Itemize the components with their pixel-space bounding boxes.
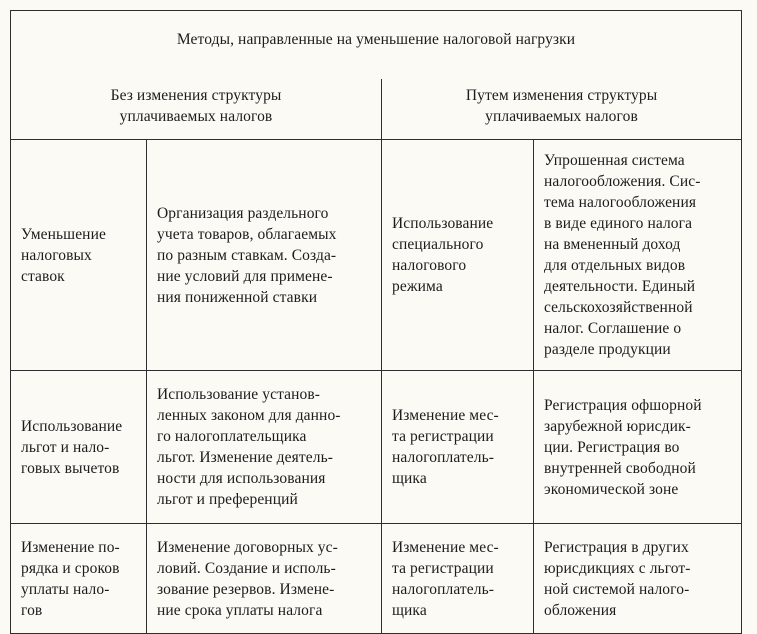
cell-special-regime-detail: Упрошенная система налогообложения. Сис-… — [532, 139, 743, 371]
cell-method-rate-reduction: Уменьшение налоговых ставок — [10, 139, 147, 371]
cell-other-jurisdictions-detail: Регистрация в других юрисдикциях с льгот… — [532, 523, 743, 634]
cell-payment-terms-change: Изменение по- рядка и сроков уплаты нало… — [10, 523, 147, 634]
group-header-row: Без изменения структуры уплачиваемых нал… — [10, 79, 743, 140]
group-header-with-structure-change: Путем изменения структуры уплачиваемых н… — [380, 79, 743, 140]
table-title: Методы, направленные на уменьшение налог… — [9, 10, 743, 79]
table-row: Использование льгот и нало- говых вычето… — [10, 370, 743, 524]
cell-payment-terms-detail: Изменение договорных ус- ловий. Создание… — [146, 523, 382, 634]
cell-special-regime: Использование специального налогового ре… — [381, 139, 534, 371]
cell-registration-change-2: Изменение мес- та регистрации налогоплат… — [381, 523, 534, 634]
cell-registration-change: Изменение мес- та регистрации налогоплат… — [381, 370, 534, 524]
document-page: { "colors": { "background": "#fbfaf5", "… — [9, 10, 743, 634]
group-header-without-structure-change: Без изменения структуры уплачиваемых нал… — [10, 79, 382, 140]
table-title-row: Методы, направленные на уменьшение налог… — [9, 10, 743, 79]
tax-methods-table: Методы, направленные на уменьшение налог… — [9, 10, 743, 634]
cell-benefits-use: Использование льгот и нало- говых вычето… — [10, 370, 147, 524]
table-row: Уменьшение налоговых ставок Организация … — [10, 139, 743, 371]
cell-registration-change-detail: Регистрация офшорной зарубежной юрисдик-… — [532, 370, 743, 524]
table-row: Изменение по- рядка и сроков уплаты нало… — [10, 523, 743, 634]
cell-rate-reduction-detail: Организация раздельного учета товаров, о… — [146, 139, 382, 371]
cell-benefits-use-detail: Использование установ- ленных законом дл… — [146, 370, 382, 524]
